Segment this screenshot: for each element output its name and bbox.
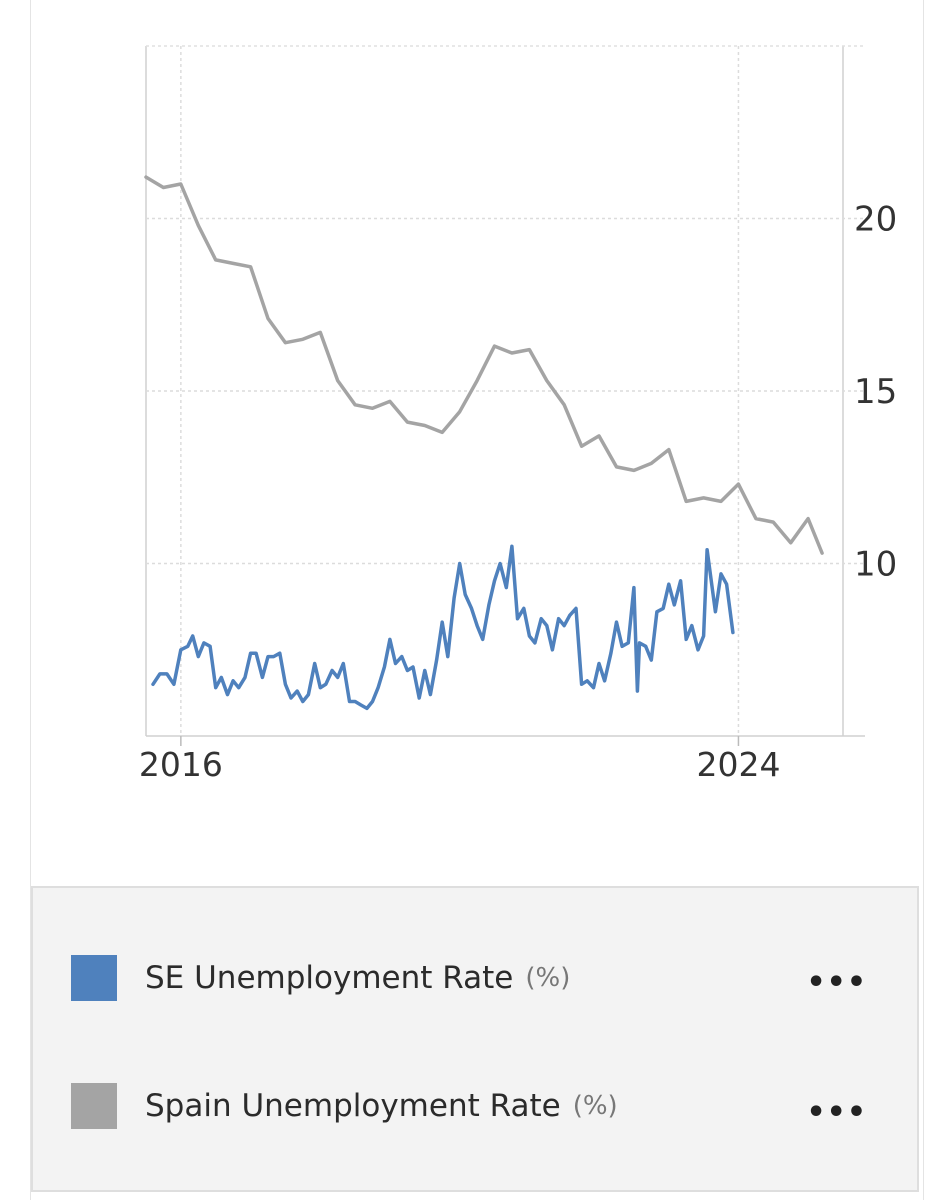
legend-unit-se: (%) [525,963,571,993]
legend-swatch-se [71,955,117,1001]
chart-grid [145,45,865,746]
series-line-spain-unemployment-rate [144,175,824,555]
legend-item-spain-unemployment[interactable]: Spain Unemployment Rate (%) [71,1082,871,1130]
line-chart: 10 15 20 2016 2024 [139,45,897,784]
y-tick-label-2: 20 [854,200,897,240]
more-options-icon-spain[interactable]: ••• [806,1095,867,1130]
legend-label-se: SE Unemployment Rate [145,960,514,996]
x-axis-ticks: 2016 2024 [139,745,781,784]
legend-label-spain: Spain Unemployment Rate [145,1088,561,1124]
y-axis-ticks: 10 15 20 [854,200,897,585]
x-tick-label-0: 2016 [139,745,223,784]
chart-legend: SE Unemployment Rate (%) ••• Spain Unemp… [31,886,919,1192]
chart-series [144,175,824,711]
legend-swatch-spain [71,1083,117,1129]
y-tick-label-1: 15 [854,372,897,412]
legend-unit-spain: (%) [572,1091,618,1121]
series-line-se-unemployment-rate [151,544,735,711]
legend-item-se-unemployment[interactable]: SE Unemployment Rate (%) [71,954,871,1002]
x-tick-label-1: 2024 [696,745,780,784]
more-options-icon-se[interactable]: ••• [806,965,867,1000]
y-tick-label-0: 10 [854,545,897,585]
